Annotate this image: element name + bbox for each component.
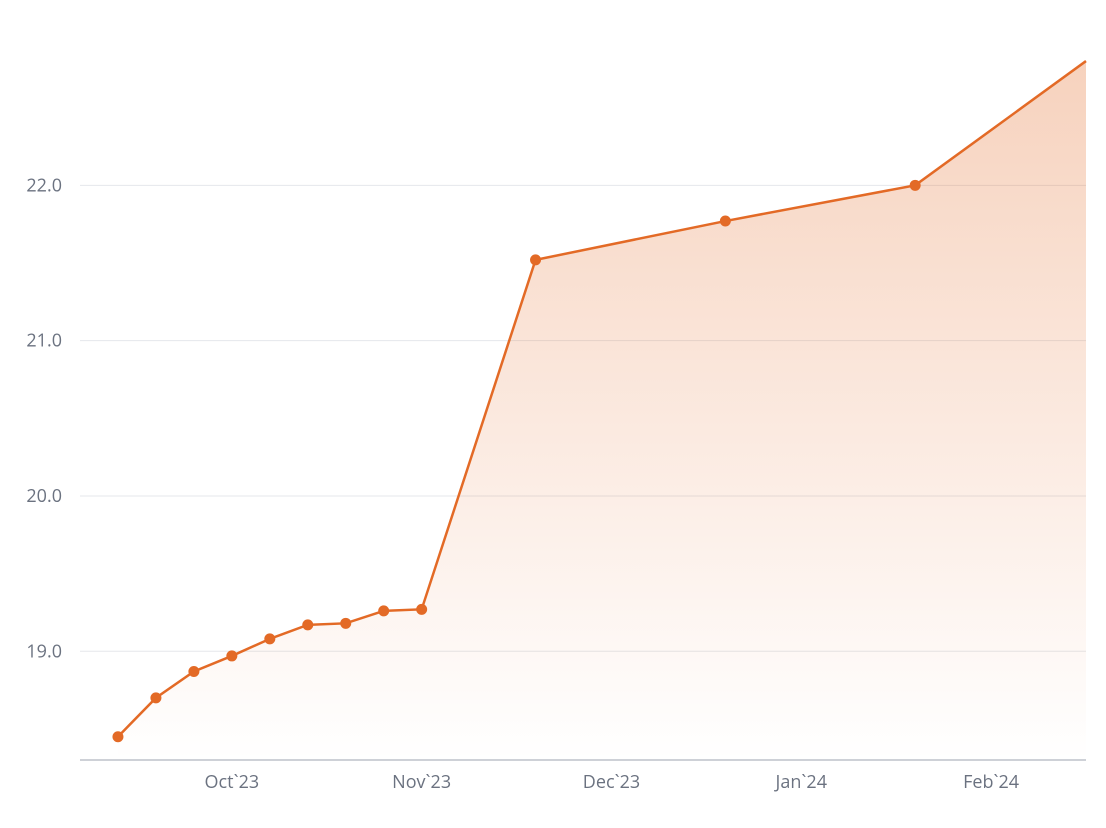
data-point-marker <box>265 634 275 644</box>
x-tick-label: Oct`23 <box>205 770 260 794</box>
data-point-marker <box>113 732 123 742</box>
data-point-marker <box>417 604 427 614</box>
data-point-marker <box>189 666 199 676</box>
y-tick-label: 20.0 <box>26 484 62 508</box>
x-tick-label: Feb`24 <box>963 770 1019 794</box>
data-point-marker <box>227 651 237 661</box>
x-tick-label: Jan`24 <box>774 770 827 794</box>
y-tick-label: 19.0 <box>26 639 62 663</box>
x-tick-label: Nov`23 <box>392 770 451 794</box>
y-tick-label: 22.0 <box>26 173 62 197</box>
data-point-marker <box>531 255 541 265</box>
chart-svg: 19.0 20.0 21.0 22.0 Oct`23 Nov`23 Dec`23 Jan`24… <box>0 0 1106 828</box>
x-tick-label: Dec`23 <box>583 770 640 794</box>
data-point-marker <box>341 618 351 628</box>
data-point-marker <box>303 620 313 630</box>
y-tick-label: 21.0 <box>26 329 62 353</box>
data-point-marker <box>720 216 730 226</box>
data-point-marker <box>151 693 161 703</box>
line-area-chart: 19.0 20.0 21.0 22.0 Oct`23 Nov`23 Dec`23 Jan`24… <box>0 0 1106 828</box>
data-point-marker <box>379 606 389 616</box>
data-point-marker <box>910 180 920 190</box>
